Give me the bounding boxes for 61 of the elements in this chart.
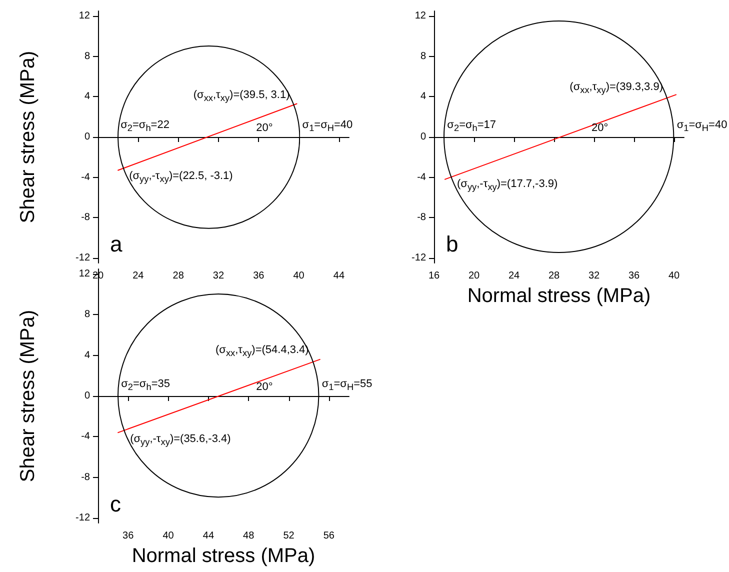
annotation: 20° [592, 121, 608, 135]
y-tick-label: -4 [417, 172, 426, 183]
text: a [110, 232, 123, 256]
y-tick-label: -12 [76, 252, 90, 264]
annotation: (σ$_{yy}$,-τ$_{xy}$)=(35.6,-3.4) [130, 432, 231, 449]
x-axis-title: Normal stress (MPa) [467, 285, 651, 307]
y-tick-label: 8 [84, 309, 90, 320]
y-tick-label: -8 [81, 472, 90, 483]
y-tick-label: 8 [420, 50, 426, 62]
y-tick-label: -12 [412, 252, 426, 264]
y-tick-label: -8 [417, 212, 426, 224]
x-tick-label: 24 [132, 270, 144, 282]
x-tick-label: 48 [243, 530, 255, 542]
annotation: 20° [256, 380, 273, 394]
y-tick-label: 12 [414, 10, 426, 22]
x-tick-label: 28 [548, 270, 560, 282]
x-tick-label: 20 [468, 270, 480, 282]
x-tick-label: 28 [172, 270, 184, 282]
y-tick-label: 4 [84, 91, 90, 102]
annotation: σ$_{2}$=σ$_{h}$=22 [120, 118, 170, 135]
y-tick-label: 0 [420, 132, 426, 142]
x-tick-label: 32 [212, 270, 224, 282]
y-tick-label: -4 [81, 431, 90, 442]
y-tick-label: 4 [84, 350, 90, 361]
y-axis-title: Shear stress (MPa) [17, 50, 39, 224]
x-tick-label: 16 [428, 270, 440, 282]
x-tick-label: 32 [588, 270, 600, 282]
y-tick-label: -4 [81, 172, 90, 183]
y-axis-title: Shear stress (MPa) [17, 310, 39, 482]
x-tick-label: 44 [333, 270, 345, 282]
y-tick-label: 0 [84, 390, 90, 402]
annotation: σ$_{1}$=σ$_{H}$=55 [322, 376, 372, 394]
x-tick-label: 36 [122, 530, 134, 542]
annotation: σ$_{2}$=σ$_{h}$=17 [447, 118, 496, 135]
x-tick-label: 40 [162, 530, 174, 542]
y-tick-label: -12 [76, 512, 90, 524]
x-tick-label: 56 [323, 530, 335, 542]
annotation: (σ$_{yy}$,-τ$_{xy}$)=(17.7,-3.9) [457, 177, 558, 194]
x-tick-label: 24 [508, 270, 520, 282]
annotation: (σ$_{yy}$,-τ$_{xy}$)=(22.5, -3.1) [129, 169, 233, 186]
x-axis-title: Normal stress (MPa) [132, 545, 316, 567]
annotation: (σ$_{xx}$,τ$_{xy}$)=(54.4,3.4) [216, 343, 309, 360]
x-tick-label: 40 [293, 270, 305, 282]
y-tick-label: 12 [78, 10, 90, 22]
x-tick-label: 44 [202, 530, 214, 542]
x-tick-label: 40 [668, 270, 680, 282]
annotation: 20° [256, 121, 273, 135]
x-tick-label: 36 [253, 270, 265, 282]
y-tick-label: 12 [78, 268, 90, 280]
annotation: σ$_{2}$=σ$_{h}$=35 [121, 376, 170, 394]
y-tick-label: 8 [84, 50, 90, 62]
annotation: σ$_{1}$=σ$_{H}$=40 [676, 118, 728, 135]
text: c [110, 492, 121, 516]
y-tick-label: -8 [81, 212, 90, 224]
y-tick-label: 0 [84, 132, 90, 142]
annotation: σ$_{1}$=σ$_{H}$=40 [302, 118, 353, 135]
y-tick-label: 4 [420, 91, 426, 102]
text: b [446, 232, 458, 256]
x-tick-label: 52 [283, 530, 295, 542]
x-tick-label: 36 [628, 270, 640, 282]
annotation: (σ$_{xx}$,τ$_{xy}$)=(39.3,3.9) [570, 80, 663, 97]
